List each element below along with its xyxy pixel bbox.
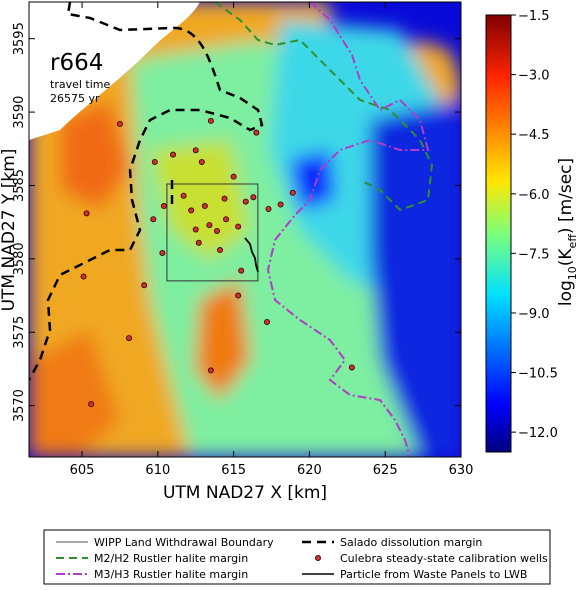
calibration-well <box>116 120 123 127</box>
plot-frame <box>28 1 462 458</box>
calibration-well <box>213 227 220 234</box>
calibration-well <box>235 223 242 230</box>
run-label: r664 <box>50 50 103 76</box>
legend: WIPP Land Withdrawal Boundary Salado diss… <box>43 529 551 585</box>
legend-label: Particle from Waste Panels to LWB <box>340 568 527 581</box>
x-tick-label: 610 <box>145 463 170 478</box>
y-axis-label: UTM NAD27 Y [km] <box>0 149 19 312</box>
x-tick-label: 620 <box>297 463 322 478</box>
y-tick-label: 3595 <box>12 22 27 55</box>
legend-item: Culebra steady-state calibration wells <box>314 552 548 565</box>
legend-label: M2/H2 Rustler halite margin <box>94 552 248 565</box>
calibration-well <box>206 222 213 229</box>
calibration-well <box>289 189 296 196</box>
calibration-well <box>126 335 133 342</box>
y-tick-label: 3585 <box>12 169 27 202</box>
legend-item: M3/H3 Rustler halite margin <box>56 568 248 581</box>
calibration-well <box>159 249 166 256</box>
legend-box <box>43 529 551 585</box>
travel-time-value: 26575 yr <box>50 92 100 105</box>
x-tick-label: 605 <box>70 463 95 478</box>
calibration-well <box>238 267 245 274</box>
m2h2-rustler-margin <box>214 2 434 212</box>
x-axis-label: UTM NAD27 X [km] <box>163 483 327 503</box>
calibration-well <box>192 226 199 233</box>
calibration-well <box>80 273 87 280</box>
legend-label: Salado dissolution margin <box>340 536 482 549</box>
calibration-well <box>141 282 148 289</box>
calibration-well <box>207 117 214 124</box>
calibration-well <box>250 194 257 201</box>
colorbar-label: log10(Keff) [m/sec] <box>556 158 578 306</box>
calibration-well <box>192 147 199 154</box>
calibration-well <box>265 205 272 212</box>
calibration-well <box>277 201 284 208</box>
calibration-well <box>216 247 223 254</box>
y-tick-label: 3570 <box>12 389 27 422</box>
calibration-well <box>160 203 167 210</box>
colorbar-tick-label: −1.5 <box>518 9 550 24</box>
colorbar-tick-label: −4.5 <box>518 128 550 143</box>
x-axis: 605 610 615 620 625 630 <box>70 2 474 478</box>
calibration-well <box>235 292 242 299</box>
calibration-well <box>180 192 187 199</box>
particle-track <box>244 237 259 273</box>
legend-item: M2/H2 Rustler halite margin <box>56 552 248 565</box>
travel-time-label: travel time <box>50 78 110 91</box>
calibration-well <box>150 216 157 223</box>
x-tick-label: 615 <box>221 463 246 478</box>
m3h3-rustler-margin <box>266 2 430 457</box>
y-tick-label: 3590 <box>12 96 27 129</box>
y-axis: 3570 3575 3580 3585 3590 3595 <box>12 22 461 422</box>
calibration-well <box>348 364 355 371</box>
y-tick-label: 3580 <box>12 242 27 275</box>
calibration-wells <box>80 117 355 408</box>
colorbar-tick-label: −9.0 <box>518 307 550 322</box>
legend-label: WIPP Land Withdrawal Boundary <box>94 536 274 549</box>
y-tick-label: 3575 <box>12 316 27 349</box>
legend-label: Culebra steady-state calibration wells <box>340 552 548 565</box>
legend-marker <box>314 555 321 562</box>
calibration-well <box>195 239 202 246</box>
calibration-well <box>242 198 249 205</box>
wipp-boundary <box>166 183 259 282</box>
calibration-well <box>221 195 228 202</box>
colorbar-tick-label: −3.0 <box>518 69 550 84</box>
colorbar-ticks: −1.5 −3.0 −4.5 −6.0 −7.5 −9.0 −10.5 −12.0 <box>511 9 558 441</box>
x-tick-label: 625 <box>373 463 398 478</box>
legend-label: M3/H3 Rustler halite margin <box>94 568 248 581</box>
calibration-well <box>207 367 214 374</box>
colorbar-tick-label: −7.5 <box>518 247 550 262</box>
calibration-well <box>263 318 270 325</box>
calibration-well <box>83 210 90 217</box>
calibration-well <box>201 203 208 210</box>
legend-item: WIPP Land Withdrawal Boundary <box>56 536 274 549</box>
colorbar: −1.5 −3.0 −4.5 −6.0 −7.5 −9.0 −10.5 −12.0 log10… <box>485 9 578 453</box>
calibration-well <box>230 173 237 180</box>
x-tick-label: 630 <box>449 463 474 478</box>
colorbar-tick-label: −6.0 <box>518 188 550 203</box>
calibration-well <box>151 158 158 165</box>
colorbar-gradient <box>485 14 512 453</box>
calibration-well <box>253 129 260 136</box>
legend-item: Salado dissolution margin <box>302 536 482 549</box>
calibration-well <box>198 158 205 165</box>
colorbar-tick-label: −12.0 <box>518 426 558 441</box>
calibration-well <box>169 151 176 158</box>
colorbar-tick-label: −10.5 <box>518 367 558 382</box>
calibration-well <box>88 401 95 408</box>
calibration-well <box>188 207 195 214</box>
legend-item: Particle from Waste Panels to LWB <box>302 568 527 581</box>
calibration-well <box>223 216 230 223</box>
run-annotation: r664 travel time 26575 yr <box>50 50 110 105</box>
